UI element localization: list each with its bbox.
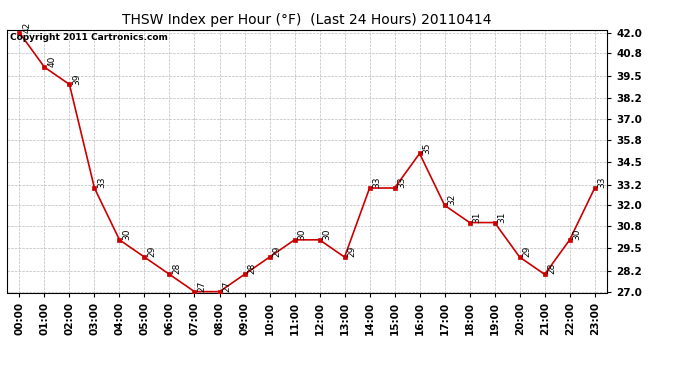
Text: 28: 28 (547, 263, 556, 274)
Text: 40: 40 (47, 56, 56, 67)
Text: 29: 29 (273, 246, 282, 257)
Text: 39: 39 (72, 73, 81, 85)
Text: 35: 35 (422, 142, 431, 154)
Text: 33: 33 (97, 177, 106, 188)
Text: 29: 29 (147, 246, 156, 257)
Text: 30: 30 (573, 228, 582, 240)
Text: 27: 27 (222, 280, 231, 292)
Title: THSW Index per Hour (°F)  (Last 24 Hours) 20110414: THSW Index per Hour (°F) (Last 24 Hours)… (122, 13, 492, 27)
Text: 33: 33 (598, 177, 607, 188)
Text: 30: 30 (297, 228, 306, 240)
Text: 32: 32 (447, 194, 456, 206)
Text: 30: 30 (122, 228, 131, 240)
Text: 31: 31 (497, 211, 506, 223)
Text: 33: 33 (373, 177, 382, 188)
Text: 31: 31 (473, 211, 482, 223)
Text: 28: 28 (247, 263, 256, 274)
Text: 30: 30 (322, 228, 331, 240)
Text: Copyright 2011 Cartronics.com: Copyright 2011 Cartronics.com (10, 33, 168, 42)
Text: 29: 29 (522, 246, 531, 257)
Text: 42: 42 (22, 21, 31, 33)
Text: 29: 29 (347, 246, 356, 257)
Text: 27: 27 (197, 280, 206, 292)
Text: 33: 33 (397, 177, 406, 188)
Text: 28: 28 (172, 263, 181, 274)
